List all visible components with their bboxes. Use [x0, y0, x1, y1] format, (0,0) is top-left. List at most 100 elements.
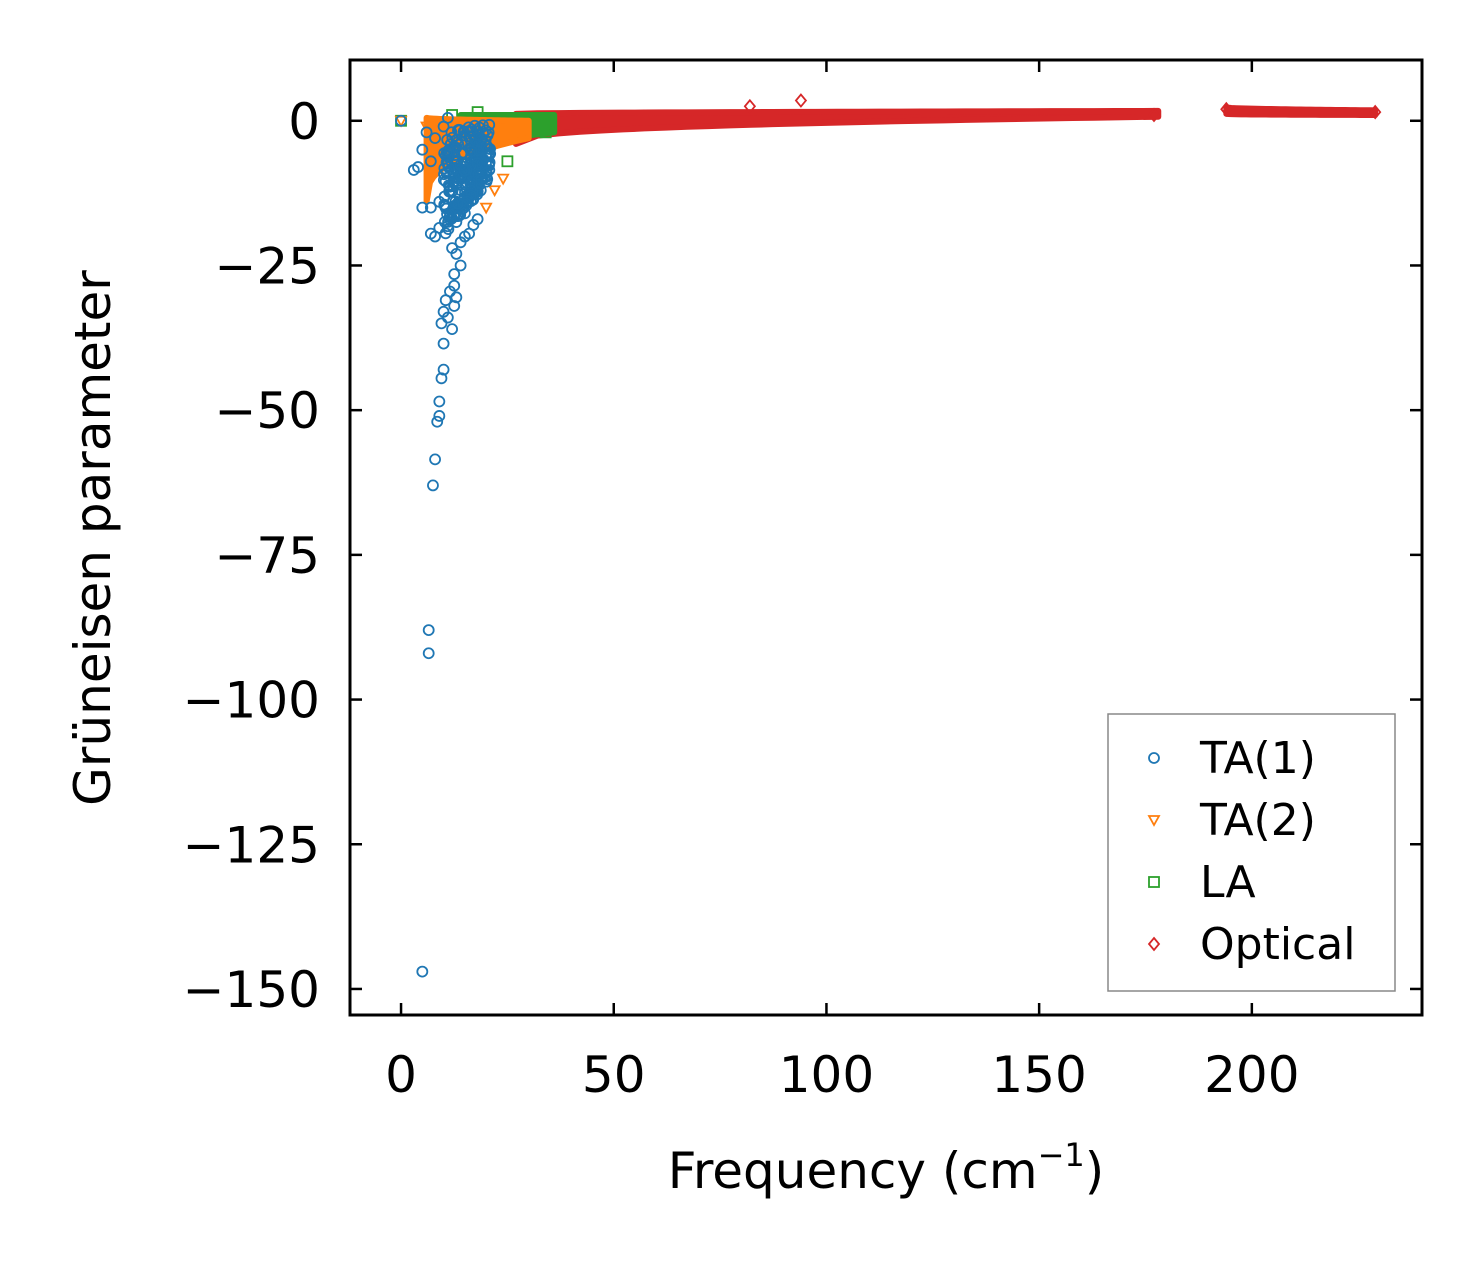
series-ta-1-point — [424, 201, 437, 214]
series-ta-1-cluster-point — [480, 140, 493, 153]
series-ta-1-cluster-point — [471, 157, 484, 170]
legend-label: Optical — [1200, 919, 1355, 970]
series-ta-1-point — [431, 415, 444, 428]
y-tick-label: −125 — [183, 816, 320, 874]
series-ta-1-point — [395, 114, 407, 127]
series-ta-1-point — [450, 291, 463, 304]
series-ta-1-cluster-point — [444, 184, 457, 197]
legend-marker — [1147, 936, 1161, 952]
series-optical-point — [1147, 107, 1161, 123]
series-ta-1-point — [437, 337, 450, 350]
series-ta-1-point — [433, 221, 446, 234]
series-ta-1-point — [416, 143, 429, 156]
series-optical-point — [1220, 101, 1233, 117]
series-ta-1-point — [471, 213, 484, 226]
series-ta-1-cluster-point — [465, 189, 477, 202]
series-ta-1-cluster-point — [452, 210, 465, 222]
axis-ticks: 0 50 100 150 200 0 −25 −50 −75 −100 −125 −150 — [183, 60, 1422, 1104]
x-tick-label: 100 — [779, 1046, 874, 1104]
series-ta-1-point — [450, 216, 463, 228]
series-ta-1-cluster-point — [459, 186, 471, 199]
series-ta-1-point — [435, 372, 448, 385]
series-optical-point — [1369, 104, 1382, 120]
series-la-point — [501, 155, 514, 168]
series-ta-1-point — [416, 201, 429, 214]
series-la-point — [539, 126, 552, 139]
legend-label: TA(2) — [1199, 795, 1316, 846]
legend-label: TA(1) — [1199, 733, 1316, 784]
series-optical-point — [794, 93, 808, 108]
series-ta-1-cluster-point — [481, 129, 494, 142]
series-ta-1-point — [433, 395, 446, 408]
series-ta-1-cluster-point — [483, 164, 496, 176]
series-ta-1-point — [422, 624, 435, 637]
legend-marker — [1148, 752, 1160, 764]
series-ta-1-point — [412, 161, 424, 173]
series-ta-1-cluster-point — [458, 164, 471, 177]
y-tick-label: −100 — [183, 672, 320, 730]
series-ta-1-point — [448, 268, 461, 281]
series-ta-1-cluster-point — [475, 174, 487, 187]
series-ta-1-point — [433, 195, 446, 208]
series-ta-1-cluster-point — [465, 145, 478, 158]
series-ta-1-point — [435, 317, 448, 330]
series-ta-1-point — [422, 647, 435, 660]
series-ta-1-cluster-point — [438, 162, 451, 175]
y-tick-label: 0 — [288, 93, 320, 151]
series-ta-1-point — [433, 410, 446, 422]
series-ta-1-point — [448, 300, 461, 312]
series-ta-1 — [395, 111, 497, 978]
series-ta-1-cluster-point — [477, 119, 489, 132]
series-ta-1-cluster-point — [476, 158, 488, 171]
x-axis-label-exponent: −1 — [1038, 1136, 1085, 1174]
series-ta-1-cluster-point — [447, 168, 460, 181]
series-ta-1-cluster-point — [462, 121, 475, 134]
series-ta-1-point — [446, 323, 458, 336]
y-axis-label: Grüneisen parameter — [64, 270, 122, 806]
series-ta-1-cluster-point — [464, 184, 477, 196]
series-ta-1-cluster-point — [440, 146, 453, 158]
y-tick-label: −50 — [214, 382, 320, 440]
legend: TA(1) TA(2) LA Optical — [1107, 713, 1396, 992]
plot-frame — [348, 58, 1424, 1017]
series-ta-1-point — [427, 479, 439, 492]
series-ta-1-cluster-point — [465, 123, 478, 136]
y-tick-label: −75 — [214, 527, 320, 585]
series-ta-1-point — [420, 126, 433, 139]
series-ta-1-point — [441, 111, 454, 124]
series-ta-1-cluster-point — [441, 208, 453, 220]
x-tick-label: 50 — [582, 1046, 646, 1104]
legend-marker — [1148, 876, 1160, 888]
series-ta-2-point — [488, 185, 502, 198]
series-ta-1-point — [416, 965, 429, 978]
legend-box — [1107, 713, 1396, 992]
series-ta-1-point — [446, 242, 458, 255]
x-tick-label: 0 — [385, 1046, 417, 1104]
x-axis-label-main: Frequency (cm — [668, 1142, 1038, 1200]
series-ta-1-point — [448, 279, 461, 292]
series-ta-2-point — [496, 173, 510, 186]
series-ta-1-cluster-point — [452, 197, 464, 210]
y-tick-label: −150 — [183, 961, 320, 1019]
series-ta-1-point — [458, 207, 471, 220]
series-optical-point — [743, 98, 757, 114]
x-axis-label: Frequency (cm−1) — [668, 1136, 1105, 1200]
series-ta-1-point — [429, 132, 441, 145]
legend-marker — [1147, 815, 1161, 827]
series-ta-1-point — [429, 453, 441, 466]
data-points — [394, 93, 1382, 978]
series-ta-1-cluster-point — [472, 168, 485, 181]
series-ta-2-point — [479, 202, 493, 215]
x-tick-label: 200 — [1204, 1046, 1299, 1104]
series-ta-1-cluster-point — [437, 173, 450, 186]
series-ta-1-point — [424, 155, 437, 168]
series-ta-2-point — [394, 115, 408, 128]
series-ta-1-cluster-point — [480, 175, 493, 188]
series-optical-band-1 — [1223, 104, 1379, 118]
series-ta-1-point — [441, 311, 454, 324]
legend-label: LA — [1200, 857, 1256, 908]
series-ta-1-cluster-point — [455, 136, 468, 149]
x-tick-label: 150 — [991, 1046, 1086, 1104]
y-tick-label: −25 — [214, 237, 320, 295]
